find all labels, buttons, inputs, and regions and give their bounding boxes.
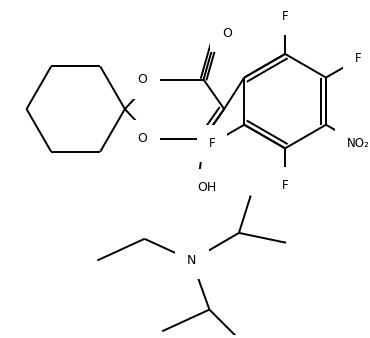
Text: F: F [355,52,362,65]
Text: NO₂: NO₂ [347,137,370,150]
Text: F: F [209,137,215,150]
Text: O: O [138,132,148,145]
Text: O: O [138,73,148,86]
Text: O: O [222,27,232,40]
Text: N: N [187,254,196,267]
Text: OH: OH [197,181,216,194]
Text: F: F [282,10,289,23]
Text: F: F [282,179,289,192]
